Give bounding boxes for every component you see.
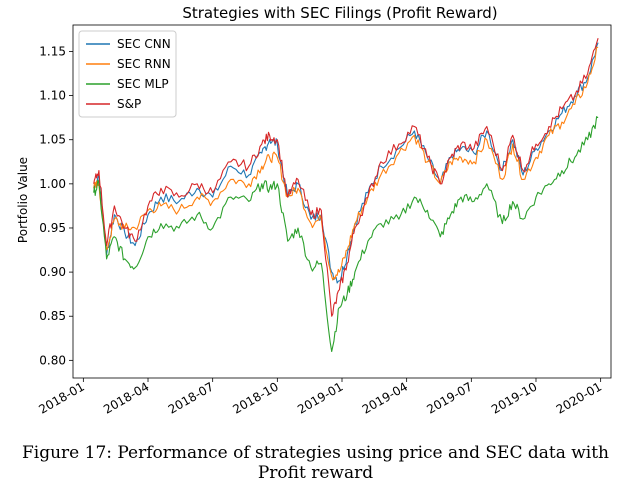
series-line-1	[93, 42, 599, 284]
x-tick-label: 2019-10	[489, 379, 539, 416]
series-lines	[93, 38, 599, 353]
y-tick-label: 0.95	[39, 221, 66, 235]
legend: SEC CNN SEC RNN SEC MLP S&P	[78, 30, 177, 118]
series-line-3	[93, 116, 599, 353]
y-tick-label: 0.80	[39, 353, 66, 367]
y-tick-label: 0.85	[39, 309, 66, 323]
y-axis-label: Portfolio Value	[16, 157, 30, 243]
x-tick-label: 2020-01	[554, 379, 604, 416]
legend-label: S&P	[117, 97, 141, 111]
x-tick-label: 2019-04	[360, 379, 410, 416]
y-tick-label: 1.05	[39, 133, 66, 147]
legend-label: SEC RNN	[117, 57, 171, 71]
x-tick-label: 2018-10	[230, 379, 280, 416]
legend-box	[78, 30, 177, 118]
figure-caption: Figure 17: Performance of strategies usi…	[21, 443, 610, 483]
y-tick-label: 1.00	[39, 177, 66, 191]
series-line-2	[93, 46, 599, 281]
y-tick-label: 0.90	[39, 265, 66, 279]
x-tick-label: 2019-01	[295, 379, 345, 416]
y-axis: 0.80 0.85 0.90 0.95 1.00 1.05 1.10 1.15	[39, 44, 73, 367]
x-tick-label: 2019-07	[424, 379, 474, 416]
x-tick-label: 2018-04	[101, 379, 151, 416]
series-line-4	[93, 38, 599, 317]
legend-label: SEC CNN	[117, 37, 171, 51]
legend-label: SEC MLP	[117, 77, 169, 91]
x-axis: 2018-01 2018-04 2018-07 2018-10 2019-01 2019-…	[36, 378, 604, 417]
y-tick-label: 1.15	[39, 44, 66, 58]
chart-title: Strategies with SEC Filings (Profit Rewa…	[182, 4, 497, 22]
x-tick-label: 2018-01	[36, 379, 86, 416]
y-tick-label: 1.10	[39, 89, 66, 103]
chart: Strategies with SEC Filings (Profit Rewa…	[16, 4, 612, 417]
x-tick-label: 2018-07	[166, 379, 216, 416]
